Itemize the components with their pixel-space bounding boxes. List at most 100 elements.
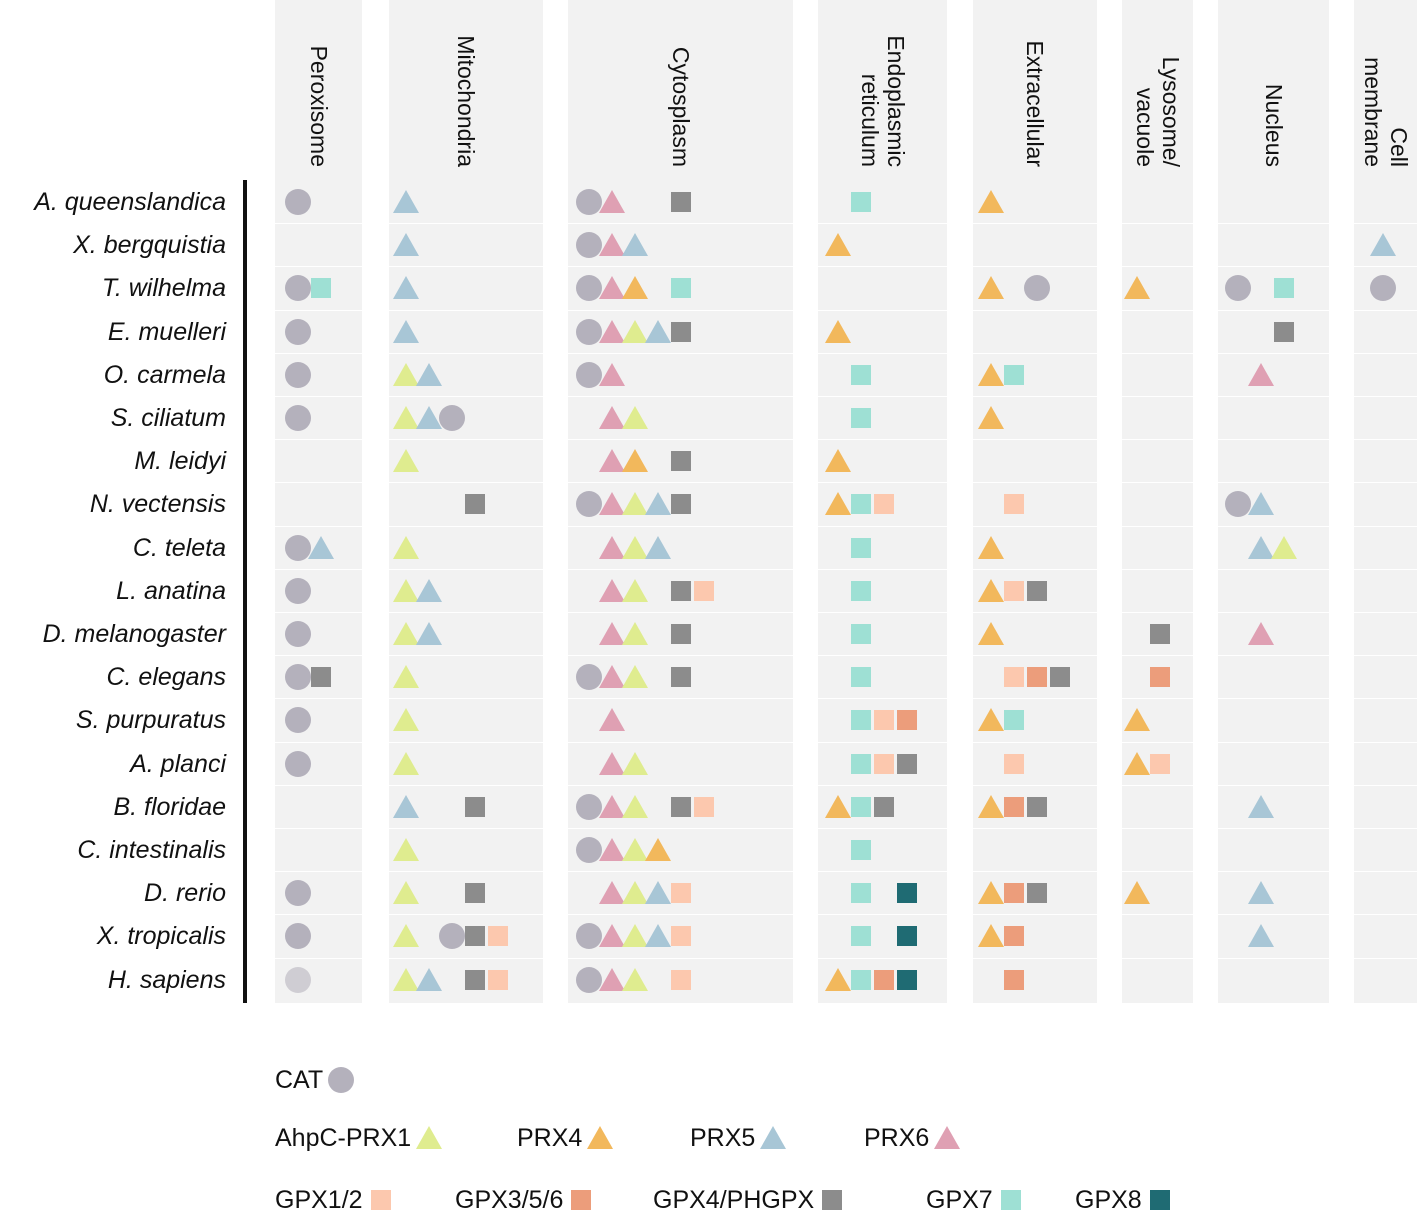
row-divider — [275, 439, 362, 440]
row-divider — [275, 569, 362, 570]
row-divider — [818, 482, 947, 483]
row-divider — [1354, 482, 1417, 483]
row-divider — [568, 482, 793, 483]
gpx3-5-6-square-mark — [1146, 663, 1174, 691]
row-divider — [818, 396, 947, 397]
row-divider — [568, 526, 793, 527]
row-divider — [389, 223, 543, 224]
row-divider — [389, 698, 543, 699]
legend-item-gpx8: GPX8 — [1075, 1180, 1174, 1220]
legend-label: AhpC-PRX1 — [275, 1123, 412, 1152]
column-label-line: reticulum — [856, 73, 883, 167]
gpx1-2-square-mark — [1000, 577, 1028, 605]
gpx7-square-mark — [847, 750, 875, 778]
prx4-triangle-mark — [824, 231, 852, 259]
row-divider — [568, 958, 793, 959]
prx4-triangle-mark — [977, 706, 1005, 734]
row-divider — [818, 612, 947, 613]
prx5-triangle-mark — [415, 620, 443, 648]
prx4-triangle-mark — [621, 447, 649, 475]
prx5-triangle-mark — [1247, 490, 1275, 518]
prx4-triangle-mark — [1123, 274, 1151, 302]
row-divider — [568, 871, 793, 872]
ahpc-prx1-triangle-mark — [392, 750, 420, 778]
row-divider — [389, 310, 543, 311]
row-divider — [389, 958, 543, 959]
gpx4-phgpx-square-mark — [461, 490, 489, 518]
species-label: X. bergquistia — [73, 231, 226, 259]
gpx1-2-square-mark — [1000, 750, 1028, 778]
row-divider — [818, 223, 947, 224]
row-divider — [1354, 612, 1417, 613]
legend-label: PRX4 — [517, 1123, 583, 1152]
gpx7-square-mark — [847, 922, 875, 950]
cat-circle-mark — [575, 663, 603, 691]
prx6-triangle-mark — [598, 188, 626, 216]
cat-circle-mark — [575, 793, 603, 821]
prx5-triangle-mark — [307, 534, 335, 562]
row-divider — [568, 353, 793, 354]
column-cell_membrane — [1354, 0, 1417, 1003]
row-divider — [1122, 785, 1193, 786]
gpx1-2-square-mark — [484, 922, 512, 950]
row-divider — [1354, 526, 1417, 527]
row-divider — [1218, 655, 1329, 656]
row-divider — [973, 569, 1097, 570]
species-label: O. carmela — [103, 361, 226, 389]
row-divider — [1354, 310, 1417, 311]
prx6-triangle-mark — [598, 361, 626, 389]
row-divider — [568, 266, 793, 267]
ahpc-prx1-triangle-mark — [621, 836, 649, 864]
column-label-peroxisome: Peroxisome — [306, 12, 332, 167]
row-divider — [1122, 958, 1193, 959]
gpx1-2-square-mark — [484, 966, 512, 994]
prx4-triangle-mark — [824, 490, 852, 518]
column-label-line: vacuole — [1131, 87, 1158, 167]
species-label: H. sapiens — [107, 966, 226, 994]
row-divider — [568, 698, 793, 699]
species-label: L. anatina — [116, 577, 226, 605]
gpx7-square-mark — [307, 274, 335, 302]
ahpc-prx1-triangle-mark — [392, 404, 420, 432]
row-divider — [568, 914, 793, 915]
row-divider — [818, 871, 947, 872]
prx4-triangle-mark — [644, 836, 672, 864]
prx4-triangle-mark — [977, 922, 1005, 950]
row-divider — [275, 655, 362, 656]
prx5-triangle-mark — [392, 231, 420, 259]
row-divider — [818, 785, 947, 786]
species-label: T. wilhelma — [101, 274, 226, 302]
row-divider — [568, 612, 793, 613]
prx5-triangle-mark — [644, 534, 672, 562]
row-divider — [1122, 698, 1193, 699]
gpx4-phgpx-square-mark — [667, 318, 695, 346]
ahpc-prx1-triangle-mark — [1270, 534, 1298, 562]
gpx1-2-square-mark — [667, 922, 695, 950]
gpx3-5-6-square-mark — [1000, 879, 1028, 907]
ahpc-prx1-triangle-mark — [392, 534, 420, 562]
row-divider — [973, 828, 1097, 829]
prx6-triangle-mark — [598, 750, 626, 778]
gpx7-square-mark — [847, 361, 875, 389]
row-divider — [1354, 353, 1417, 354]
species-label: E. muelleri — [107, 318, 226, 346]
cat-circle-mark — [284, 620, 312, 648]
cat-circle-mark — [575, 318, 603, 346]
gpx8-square-mark — [893, 922, 921, 950]
row-divider — [1218, 439, 1329, 440]
row-divider — [1354, 266, 1417, 267]
prx6-triangle-swatch — [933, 1124, 961, 1152]
gpx7-square-mark — [847, 836, 875, 864]
legend-row: AhpC-PRX1 PRX4 PRX5 PRX6 — [0, 1118, 1419, 1158]
row-divider — [389, 871, 543, 872]
row-divider — [389, 569, 543, 570]
gpx4-phgpx-square-mark — [461, 879, 489, 907]
gpx7-square-mark — [847, 404, 875, 432]
ahpc-prx1-triangle-mark — [392, 706, 420, 734]
column-label-nucleus: Nucleus — [1261, 12, 1287, 167]
row-divider — [389, 482, 543, 483]
row-divider — [818, 266, 947, 267]
row-divider — [1218, 698, 1329, 699]
row-divider — [818, 828, 947, 829]
prx6-triangle-mark — [598, 274, 626, 302]
